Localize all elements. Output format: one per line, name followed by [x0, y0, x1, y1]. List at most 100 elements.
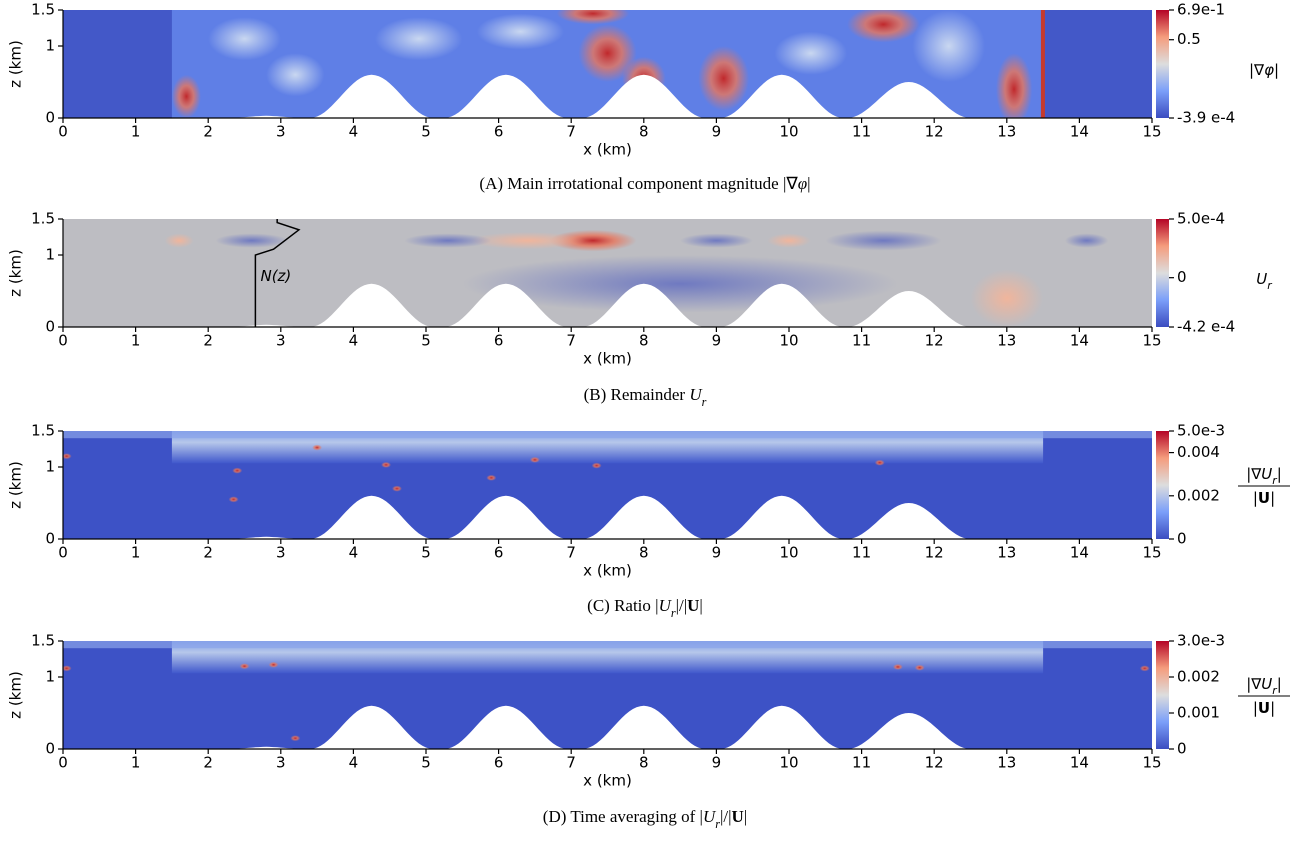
x-tick-label: 2: [203, 123, 213, 141]
text-segment: |: [1277, 465, 1282, 483]
text-segment: r: [671, 606, 676, 620]
x-tick-label: 8: [639, 123, 649, 141]
text-segment: U: [687, 596, 699, 615]
blob: [171, 74, 201, 118]
x-tick-label: 3: [276, 332, 286, 350]
caption: (B) Remainder Ur: [584, 385, 707, 409]
x-tick-label: 13: [997, 754, 1016, 772]
blob: [469, 231, 586, 250]
text-segment: |: [1253, 699, 1258, 717]
x-tick-label: 3: [276, 123, 286, 141]
x-tick-label: 15: [1142, 123, 1161, 141]
x-tick-label: 0: [58, 754, 68, 772]
hot-spot: [529, 456, 540, 463]
hot-spot: [914, 664, 925, 671]
y-tick-label: 1.5: [31, 210, 55, 228]
text-segment: φ: [798, 174, 807, 193]
hot-spot: [892, 663, 903, 670]
text-segment: |: [1277, 675, 1282, 693]
x-tick-label: 2: [203, 754, 213, 772]
y-tick-label: 0: [45, 530, 55, 548]
x-tick-label: 12: [925, 754, 944, 772]
x-tick-label: 13: [997, 332, 1016, 350]
hot-spot: [591, 462, 602, 469]
colorbar-tick-label: 0: [1177, 530, 1187, 548]
edge: [63, 10, 172, 118]
blob: [375, 17, 463, 61]
y-tick-label: 1: [45, 668, 55, 686]
text-segment: U: [732, 807, 744, 826]
y-tick-label: 1.5: [31, 422, 55, 440]
x-tick-label: 8: [639, 332, 649, 350]
x-tick-label: 4: [349, 754, 359, 772]
hot-spot: [228, 496, 239, 503]
colorbar-tick-label: 6.9e-1: [1177, 1, 1225, 19]
hot-spot: [391, 485, 402, 492]
text-segment: (B) Remainder: [584, 385, 690, 404]
n-profile: [254, 219, 301, 327]
text-segment: |/|: [676, 596, 688, 615]
x-tick-label: 1: [131, 332, 141, 350]
y-tick-label: 1.5: [31, 632, 55, 650]
x-tick-label: 6: [494, 332, 504, 350]
y-tick-label: 1: [45, 458, 55, 476]
x-tick-label: 14: [1070, 544, 1089, 562]
x-tick-label: 12: [925, 332, 944, 350]
field: [63, 641, 1152, 749]
x-tick-label: 0: [58, 332, 68, 350]
y-tick-label: 1: [45, 37, 55, 55]
colorbar-label: Ur: [1256, 270, 1272, 292]
text-segment: |: [807, 174, 810, 193]
x-axis-label: x (km): [583, 562, 632, 580]
text-segment: |∇: [1246, 675, 1262, 693]
x-tick-label: 6: [494, 123, 504, 141]
text-segment: U: [1261, 675, 1272, 693]
x-tick-label: 5: [421, 332, 431, 350]
text-segment: (A) Main irrotational component magnitud…: [479, 174, 798, 193]
x-tick-label: 3: [276, 754, 286, 772]
colorbar-tick-label: 3.0e-3: [1177, 632, 1225, 650]
x-tick-label: 1: [131, 754, 141, 772]
blob: [767, 233, 811, 248]
blob: [1064, 233, 1109, 248]
x-tick-label: 1: [131, 544, 141, 562]
x-tick-label: 15: [1142, 544, 1161, 562]
x-tick-label: 4: [349, 123, 359, 141]
text-segment: |∇: [1249, 61, 1265, 79]
field: [63, 219, 1152, 327]
x-axis-label: x (km): [583, 350, 632, 368]
blob: [215, 233, 289, 248]
y-tick-label: 0: [45, 740, 55, 758]
blob: [825, 230, 942, 251]
x-tick-label: 5: [421, 544, 431, 562]
text-segment: (D) Time averaging of |: [543, 807, 703, 826]
colorbar-tick-label: 0.002: [1177, 668, 1220, 686]
x-tick-label: 7: [566, 544, 576, 562]
text-segment: U: [1258, 699, 1270, 717]
x-tick-label: 9: [712, 754, 722, 772]
terrain: [63, 705, 1152, 749]
x-tick-label: 14: [1070, 754, 1089, 772]
x-tick-label: 3: [276, 544, 286, 562]
colorbar-tick-label: 0: [1177, 268, 1187, 286]
colorbar-tick-label: 5.0e-4: [1177, 210, 1225, 228]
x-tick-label: 7: [566, 332, 576, 350]
colorbar-label: |∇φ|: [1249, 61, 1279, 79]
text-segment: U: [1258, 489, 1270, 507]
blob: [578, 24, 637, 82]
colorbar: [1156, 10, 1169, 118]
text-segment: φ: [1264, 61, 1274, 79]
text-segment: |: [1270, 489, 1275, 507]
colorbar-tick-label: 0.004: [1177, 443, 1220, 461]
x-tick-label: 11: [852, 123, 871, 141]
text-segment: |: [744, 807, 747, 826]
x-axis-label: x (km): [583, 141, 632, 159]
hot-spot: [381, 461, 392, 468]
text-segment: r: [1272, 684, 1277, 697]
colorbar-tick-label: 0.5: [1177, 30, 1201, 48]
x-tick-label: 6: [494, 544, 504, 562]
y-tick-label: 1.5: [31, 1, 55, 19]
field: [63, 431, 1152, 539]
top-band: [63, 431, 1152, 439]
